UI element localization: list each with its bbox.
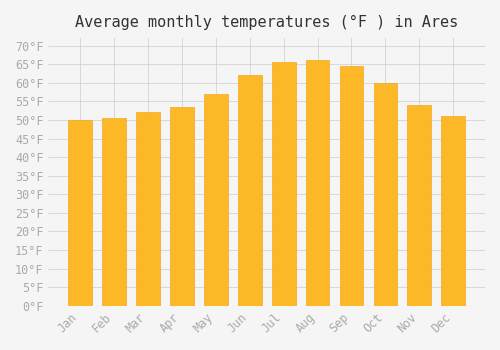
Bar [204, 94, 228, 306]
Bar [102, 118, 126, 306]
Bar [170, 107, 194, 306]
Bar [238, 75, 262, 306]
Bar [408, 105, 431, 306]
Bar [306, 61, 330, 306]
Bar [272, 62, 295, 306]
Title: Average monthly temperatures (°F ) in Ares: Average monthly temperatures (°F ) in Ar… [75, 15, 458, 30]
Bar [340, 66, 363, 306]
Bar [442, 116, 465, 306]
Bar [136, 112, 160, 306]
Bar [68, 120, 92, 306]
Bar [374, 83, 398, 306]
